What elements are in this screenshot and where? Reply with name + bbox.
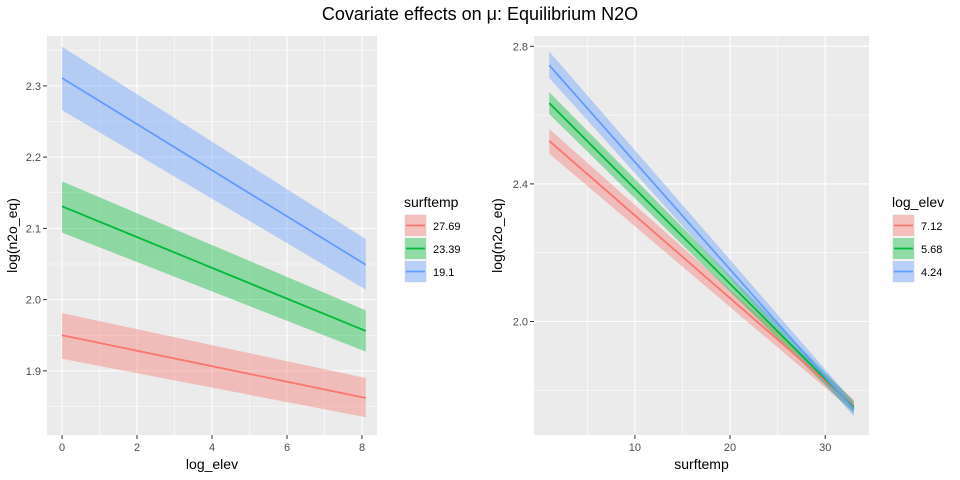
x-tick-label: 0 [59, 442, 65, 454]
y-tick-label: 2.2 [26, 152, 41, 164]
x-tick-label: 2 [134, 442, 140, 454]
series-line-1 [61, 334, 366, 399]
legend-title: surftemp [404, 194, 459, 210]
y-tick-label: 2.0 [513, 316, 528, 328]
chart-panel-1: 0 2 4 6 8 1.9 2.0 2.1 2.2 2.3 log_elev log(n2o_eq) s… [4, 36, 461, 472]
legend-label-2: 23.39 [433, 244, 461, 256]
y-tick-label: 1.9 [26, 366, 41, 378]
confidence-ribbon-2 [62, 181, 366, 352]
chart-panel-2: 10 20 30 2.0 2.4 2.8 surftemp log(n2o_eq) log_el… [489, 36, 944, 472]
legend: surftemp 27.69 23.39 19.1 [404, 194, 461, 283]
series-line-3 [548, 64, 855, 410]
x-tick-label: 4 [209, 442, 215, 454]
legend-title: log_elev [892, 194, 944, 210]
series-line-2 [548, 102, 855, 409]
x-axis-title: surftemp [674, 456, 729, 472]
legend-label-2: 5.68 [921, 244, 942, 256]
x-tick-label: 10 [629, 442, 641, 454]
y-axis-title: log(n2o_eq) [4, 198, 20, 273]
confidence-ribbon-3 [549, 51, 854, 417]
y-tick-label: 2.8 [513, 41, 528, 53]
series-line-1 [548, 140, 855, 407]
y-tick-label: 2.3 [26, 81, 41, 93]
x-tick-label: 30 [819, 442, 831, 454]
x-axis-title: log_elev [186, 456, 238, 472]
x-tick-label: 6 [284, 442, 290, 454]
confidence-ribbon-3 [62, 46, 366, 290]
confidence-ribbon-2 [549, 92, 854, 414]
x-tick-label: 8 [359, 442, 365, 454]
legend-label-3: 4.24 [921, 267, 942, 279]
y-tick-label: 2.1 [26, 223, 41, 235]
legend-label-1: 27.69 [433, 221, 461, 233]
confidence-ribbon-1 [549, 128, 854, 412]
chart-title: Covariate effects on μ: Equilibrium N2O [321, 4, 639, 24]
confidence-ribbon-1 [62, 313, 366, 418]
legend-label-3: 19.1 [433, 267, 454, 279]
y-tick-label: 2.4 [513, 179, 528, 191]
x-tick-label: 20 [724, 442, 736, 454]
legend-label-1: 7.12 [921, 221, 942, 233]
legend: log_elev 7.12 5.68 4.24 [892, 194, 944, 283]
y-axis-title: log(n2o_eq) [489, 198, 505, 273]
series-line-2 [61, 205, 367, 332]
y-tick-label: 2.0 [26, 295, 41, 307]
series-line-3 [61, 77, 367, 266]
plot-background [534, 36, 869, 435]
